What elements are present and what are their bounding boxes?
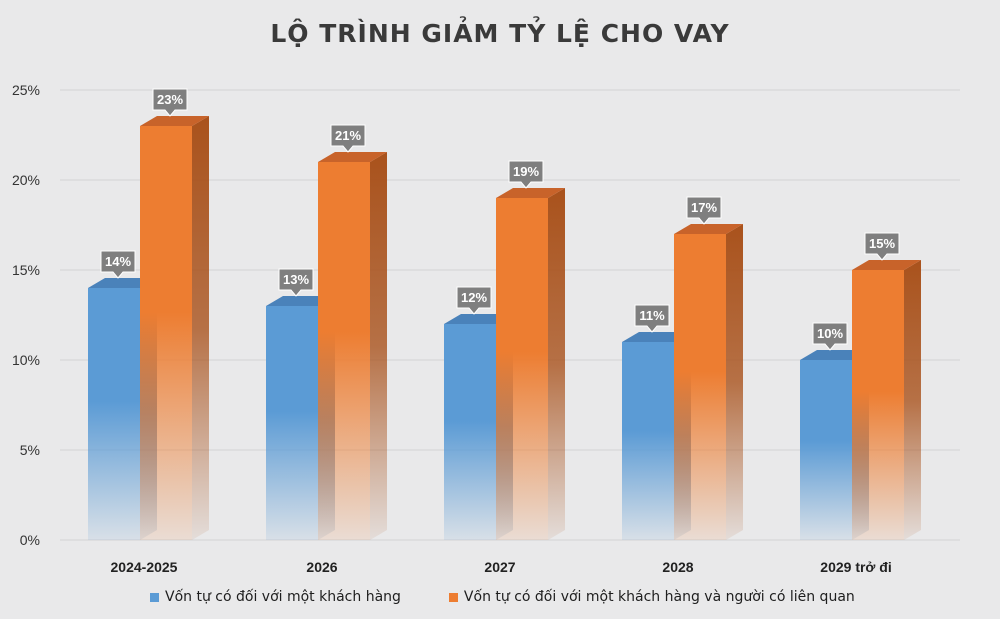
bar-top — [266, 296, 335, 306]
bar[interactable] — [266, 306, 318, 540]
bar-top — [674, 224, 743, 234]
y-tick-label: 25% — [12, 82, 40, 98]
data-label-box — [508, 160, 544, 189]
bar-top — [88, 278, 157, 288]
data-label-box — [330, 124, 366, 153]
data-label: 21% — [335, 128, 361, 143]
data-label: 19% — [513, 164, 539, 179]
bar-top — [318, 152, 387, 162]
bar[interactable] — [622, 342, 674, 540]
bar-side — [726, 224, 743, 540]
x-tick-label: 2024-2025 — [111, 559, 178, 575]
bar-top — [800, 350, 869, 360]
data-label-box — [100, 250, 136, 279]
data-label: 17% — [691, 200, 717, 215]
y-tick-label: 10% — [12, 352, 40, 368]
y-tick-label: 20% — [12, 172, 40, 188]
x-tick-label: 2029 trở đi — [820, 559, 891, 575]
y-tick-label: 0% — [20, 532, 40, 548]
bar-side — [370, 152, 387, 540]
bar[interactable] — [674, 234, 726, 540]
bar-side — [548, 188, 565, 540]
data-label: 13% — [283, 272, 309, 287]
bar[interactable] — [318, 162, 370, 540]
legend: Vốn tự có đối với một khách hàng Vốn tự … — [150, 586, 910, 608]
data-label: 12% — [461, 290, 487, 305]
bar[interactable] — [496, 198, 548, 540]
data-label: 23% — [157, 92, 183, 107]
bar-top — [140, 116, 209, 126]
bar[interactable] — [800, 360, 852, 540]
data-label-box — [634, 304, 670, 333]
bar[interactable] — [88, 288, 140, 540]
x-tick-label: 2027 — [484, 559, 515, 575]
bar[interactable] — [444, 324, 496, 540]
y-axis-ticks: 0% 5% 10% 15% 20% 25% — [12, 82, 40, 548]
data-label: 10% — [817, 326, 843, 341]
bar-top — [622, 332, 691, 342]
y-tick-label: 5% — [20, 442, 40, 458]
x-tick-label: 2028 — [662, 559, 693, 575]
bar-top — [852, 260, 921, 270]
data-label-box — [456, 286, 492, 315]
data-label-box — [812, 322, 848, 351]
bar-side — [904, 260, 921, 540]
data-label-box — [278, 268, 314, 297]
bar-side — [192, 116, 209, 540]
data-label: 11% — [639, 308, 665, 323]
data-label-box — [864, 232, 900, 261]
bar-top — [444, 314, 513, 324]
legend-item-series-1[interactable]: Vốn tự có đối với một khách hàng — [150, 589, 401, 605]
legend-swatch-series-1 — [150, 592, 159, 602]
data-label-box — [686, 196, 722, 225]
legend-label-series-1: Vốn tự có đối với một khách hàng — [165, 589, 401, 605]
bar[interactable] — [140, 126, 192, 540]
data-label: 15% — [869, 236, 895, 251]
bar-top — [496, 188, 565, 198]
legend-item-series-2[interactable]: Vốn tự có đối với một khách hàng và ngườ… — [448, 589, 855, 605]
data-label-box — [152, 88, 188, 117]
legend-swatch-series-2 — [448, 592, 458, 602]
y-tick-label: 15% — [12, 262, 40, 278]
chart-title: LỘ TRÌNH GIẢM TỶ LỆ CHO VAY — [270, 15, 729, 48]
legend-label-series-2: Vốn tự có đối với một khách hàng và ngườ… — [463, 589, 855, 605]
x-axis-categories: 2024-2025 2026 2027 2028 2029 trở đi — [111, 559, 892, 575]
bar[interactable] — [852, 270, 904, 540]
data-label: 14% — [105, 254, 131, 269]
bars: 14% 23% 13% 21% 12% 19% 11% 17% 10% 15% — [88, 88, 921, 540]
x-tick-label: 2026 — [306, 559, 337, 575]
